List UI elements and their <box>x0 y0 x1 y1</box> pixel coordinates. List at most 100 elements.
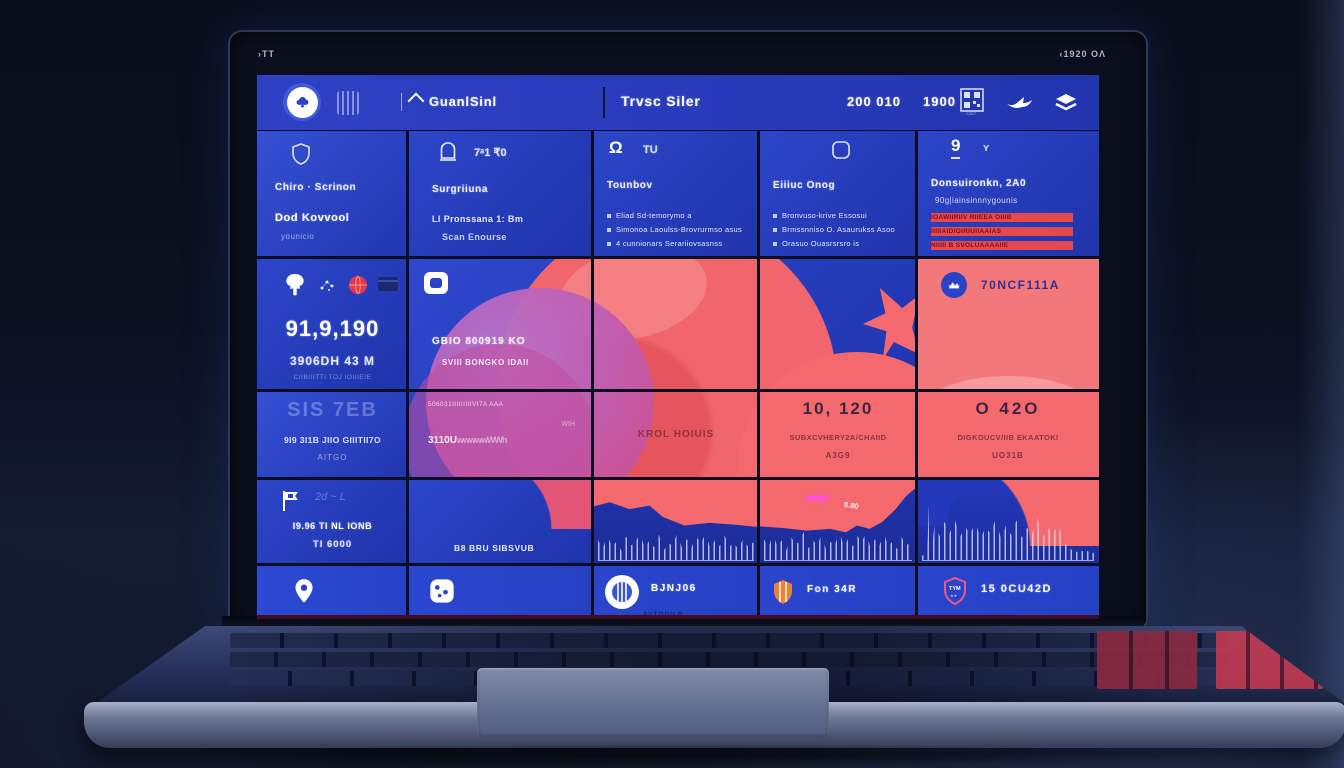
card-list-1[interactable]: Ω TU Tounbov Eliad Sd-temorymo a Simonoa… <box>593 130 759 258</box>
card-list-2[interactable]: Eiiiuc Onog Bronvuso-krive Essosui Brmss… <box>759 130 917 258</box>
mountain-badge-icon <box>941 272 967 298</box>
scatter-icon <box>319 276 337 299</box>
footer-label: 15 0CU42D <box>981 583 1052 595</box>
bell-icon <box>436 140 460 171</box>
footer-card-location[interactable] <box>257 565 408 619</box>
card-sub: UO31B <box>992 451 1024 460</box>
bezel-left-text: ›TT <box>258 49 275 59</box>
bottom-accent-strip <box>257 615 1099 619</box>
chevron-up-icon <box>407 92 425 110</box>
sparkline-baseline <box>598 560 754 561</box>
bird-icon[interactable] <box>1005 92 1035 119</box>
pin-icon <box>291 577 317 612</box>
bullet-item: Eliad Sd-temorymo a <box>607 211 753 220</box>
card-sub: younicio <box>281 232 315 241</box>
card-count-2[interactable]: O 42O DIGKOUCV/IIB EKAATOKI UO31B <box>917 391 1099 479</box>
card-title: Donsuironkn, 2A0 <box>931 178 1027 189</box>
alert-row[interactable]: NIIIII B SVOLUAAAAIIE <box>931 241 1073 250</box>
footer-card-score[interactable]: TYM ★★ 15 0CU42D <box>917 565 1099 619</box>
card-booking[interactable]: GBIO 800919 KO SVIII BONGKO IDAII <box>408 258 593 391</box>
person-icon: 9 <box>951 136 961 159</box>
top-navbar: GuanlSinl Trvsc Siler 200 010 1900 CZK7 <box>257 75 1099 130</box>
footer-card-dice[interactable] <box>408 565 593 619</box>
sphere-icon <box>605 575 639 609</box>
card-line: SUBXCVHERY2A/CHAIID <box>789 433 887 442</box>
footer-card-banios[interactable]: BJNJ06 AVTODILB <box>593 565 759 619</box>
blob-graphic-canvas <box>408 258 917 479</box>
barcode-icon <box>337 91 359 115</box>
trend-value: 3110U <box>428 435 457 446</box>
card-count-1[interactable]: 10, 120 SUBXCVHERY2A/CHAIID A3G9 <box>759 391 917 479</box>
burst-shape <box>863 288 917 360</box>
dashboard: 70NCF111A GuanlSinl Trvsc Siler 200 010 … <box>257 75 1099 619</box>
kpi-value: 91,9,190 <box>285 316 380 341</box>
app-square-icon <box>829 138 853 167</box>
card-trend[interactable]: 506031IIIIIIIIIVI7A AAA 3110UwwwwwWWh WI… <box>408 391 593 479</box>
qr-icon[interactable]: CZK7 <box>960 88 986 121</box>
footer-card-fon[interactable]: Fon 34R <box>759 565 917 619</box>
desk-shadow <box>130 744 1220 766</box>
brand-divider <box>401 93 402 111</box>
tooltip-value: 0.80 <box>843 500 860 512</box>
alert-row[interactable]: IIIIIAIDIOIRIUIIAAIAS <box>931 227 1073 236</box>
card-functions-label: 70NCF111A <box>981 278 1060 292</box>
key-row <box>230 652 1229 667</box>
nav-divider <box>603 87 605 118</box>
alert-list: IOAWIIRIIV RIIEEA OIIIB IIIIIAIDIOIRIUII… <box>931 208 1073 250</box>
bullet-item: Simonoa Laoulss-Brovrurmso asus <box>607 225 753 234</box>
card-line: 9I9 3I1B JIIO GIIITII7O <box>283 435 382 445</box>
brand-name: GuanlSinl <box>429 94 497 109</box>
ambient-glow <box>1300 0 1344 768</box>
card-flag[interactable]: 2d ~ L I9.96 TI NL IONB TI 6000 <box>257 479 408 565</box>
trend-label: 3110UwwwwwWWh <box>428 435 507 446</box>
card-sub: AITGO <box>317 453 348 462</box>
card-icon-text: TU <box>643 144 658 156</box>
card-sparkline-3[interactable] <box>917 479 1099 565</box>
bullet-item: Orasuo Ouasrsrsro is <box>773 239 911 248</box>
card-sub: 90g|iainsinnnygounis <box>935 196 1018 205</box>
card-label-blob[interactable]: B8 BRU SIBSVUB <box>408 479 593 565</box>
card-right-note: WIH <box>561 421 575 428</box>
dice-icon <box>428 577 456 610</box>
laptop-screen: ›TT ‹1920 OΛ 70NC <box>228 30 1148 628</box>
key-row <box>230 633 1229 648</box>
card-sparkline-1[interactable] <box>593 479 759 565</box>
card-line: DIGKOUCV/IIB EKAATOKI <box>957 433 1059 442</box>
card-line: I9.96 TI NL IONB <box>292 521 373 531</box>
card-hotels[interactable]: KROL HOIUIS <box>593 391 759 479</box>
card-line: LI Pronssana 1: Bm <box>432 214 524 224</box>
grid-line <box>257 563 1099 566</box>
globe-icon <box>347 274 369 301</box>
card-status-1[interactable]: Chiro · Scrinon Dod Kovvool younicio <box>257 130 408 258</box>
blue-hill <box>917 479 999 527</box>
card-icon <box>377 274 399 299</box>
card-bullet-list: Eliad Sd-temorymo a Simonoa Laoulss-Brov… <box>607 206 753 248</box>
card-status-2[interactable]: 7ᵃ1 ₹0 Surgriiuna LI Pronssana 1: Bm Sca… <box>408 130 593 258</box>
card-faded-kpi[interactable]: SIS 7EB 9I9 3I1B JIIO GIIITII7O AITGO <box>257 391 408 479</box>
card-alerts[interactable]: 9 ʏ Donsuironkn, 2A0 90g|iainsinnnygouni… <box>917 130 1099 258</box>
header-stat-2: 1900 <box>923 94 956 109</box>
card-bullet-list: Bronvuso-krive Essosui Brmssnniso O. Asa… <box>773 206 911 248</box>
magenta-marker <box>806 496 829 501</box>
logo-ring[interactable] <box>283 83 321 121</box>
card-label: KROL HOIUIS <box>637 429 715 440</box>
card-title: Tounbov <box>607 180 653 191</box>
card-icon-text: ʏ <box>983 142 990 154</box>
grid-line <box>757 130 760 619</box>
shield-badge-icon: TYM ★★ <box>941 576 969 611</box>
svg-text:CZK7: CZK7 <box>966 111 977 116</box>
card-title: Chiro · Scrinon <box>275 182 357 193</box>
grid-line <box>406 130 409 619</box>
bullet-item: Brmssnniso O. Asaurukss Asoo <box>773 225 911 234</box>
alert-row[interactable]: IOAWIIRIIV RIIEEA OIIIB <box>931 213 1073 222</box>
count-value: 10, 120 <box>802 399 874 418</box>
sparkline-baseline <box>922 560 1094 561</box>
grid-line <box>257 256 1099 259</box>
card-sparkline-2[interactable]: 0.80 <box>759 479 917 565</box>
card-kpi-main[interactable]: 91,9,190 3906DH 43 M CIIBIIITTI TOJ IOII… <box>257 258 408 391</box>
card-line: Scan Enourse <box>442 232 507 242</box>
red-keys-left <box>1096 631 1198 689</box>
card-sub: A3G9 <box>825 451 851 460</box>
layers-icon[interactable] <box>1053 91 1079 120</box>
